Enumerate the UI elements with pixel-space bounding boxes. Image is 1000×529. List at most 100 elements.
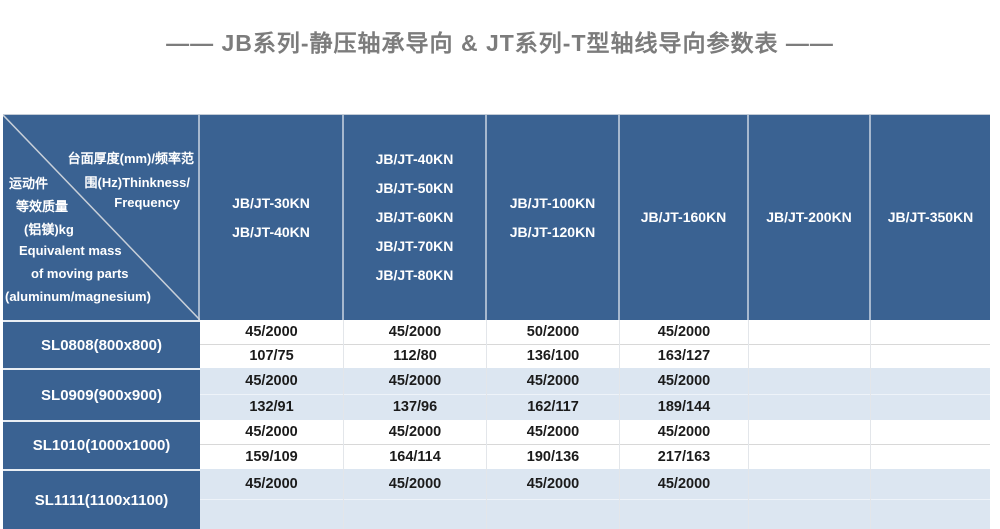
column-header-40-80kn: JB/JT-40KN JB/JT-50KN JB/JT-60KN JB/JT-7… (344, 115, 487, 320)
data-cell: 45/2000 (200, 469, 343, 500)
data-cell: 45/2000 (200, 320, 343, 345)
column-header-160kn: JB/JT-160KN (620, 115, 749, 320)
table-row-sl0909: SL0909(900x900) 45/2000 132/91 45/2000 1… (3, 368, 990, 420)
data-cell: 45/2000 (487, 368, 619, 395)
column-header-line: JB/JT-40KN (376, 145, 454, 174)
row-label: SL1111(1100x1100) (3, 469, 200, 529)
data-cell (749, 469, 870, 500)
column-header-line: JB/JT-40KN (232, 218, 310, 247)
corner-bottom-line: of moving parts (31, 266, 129, 281)
data-cell: 45/2000 (487, 420, 619, 445)
data-cell (487, 500, 619, 529)
data-cell: 45/2000 (200, 368, 343, 395)
data-cell: 190/136 (487, 445, 619, 469)
column-header-line: JB/JT-70KN (376, 232, 454, 261)
column-header-line: JB/JT-30KN (232, 189, 310, 218)
data-cell (620, 500, 748, 529)
data-cell: 159/109 (200, 445, 343, 469)
corner-bottom-line: Equivalent mass (19, 243, 122, 258)
data-column (871, 469, 990, 529)
data-column: 45/2000 189/144 (620, 368, 749, 420)
data-cell (749, 500, 870, 529)
data-cell: 50/2000 (487, 320, 619, 345)
column-header-line: JB/JT-120KN (510, 218, 596, 247)
data-cell (749, 320, 870, 345)
data-cell: 45/2000 (620, 368, 748, 395)
page-title: —— JB系列-静压轴承导向 & JT系列-T型轴线导向参数表 —— (0, 24, 1000, 58)
data-cell: 189/144 (620, 395, 748, 421)
corner-header-cell: 台面厚度(mm)/频率范 围(Hz)Thinkness/ Frequency 运… (3, 115, 200, 320)
corner-top-line: Frequency (114, 195, 180, 210)
data-cell: 164/114 (344, 445, 486, 469)
corner-left-line: 运动件 (9, 173, 48, 192)
data-cell: 162/117 (487, 395, 619, 421)
data-cell (200, 500, 343, 529)
data-column (871, 420, 990, 469)
corner-left-line: (铝镁)kg (24, 219, 74, 238)
column-header-line: JB/JT-50KN (376, 174, 454, 203)
table-row-sl1010: SL1010(1000x1000) 45/2000 159/109 45/200… (3, 420, 990, 469)
data-cell (871, 368, 990, 395)
data-column: 45/2000 112/80 (344, 320, 487, 368)
data-cell: 45/2000 (620, 420, 748, 445)
data-cell (344, 500, 486, 529)
data-cell: 107/75 (200, 345, 343, 369)
row-label: SL0909(900x900) (3, 368, 200, 420)
corner-top-line: 台面厚度(mm)/频率范 (68, 148, 194, 167)
data-column: 45/2000 132/91 (200, 368, 344, 420)
data-column (749, 320, 871, 368)
data-column: 45/2000 (344, 469, 487, 529)
data-cell (871, 420, 990, 445)
data-column (871, 368, 990, 420)
data-column (749, 469, 871, 529)
data-cell (871, 500, 990, 529)
column-header-line: JB/JT-350KN (888, 203, 974, 232)
data-cell: 137/96 (344, 395, 486, 421)
data-cell: 45/2000 (487, 469, 619, 500)
data-cell: 45/2000 (344, 320, 486, 345)
data-cell (749, 420, 870, 445)
data-cell: 217/163 (620, 445, 748, 469)
corner-left-line: 等效质量 (16, 196, 68, 215)
data-column: 45/2000 (487, 469, 620, 529)
data-cell (749, 345, 870, 369)
data-column: 45/2000 163/127 (620, 320, 749, 368)
data-cell: 45/2000 (200, 420, 343, 445)
data-cell (871, 320, 990, 345)
row-label: SL0808(800x800) (3, 320, 200, 368)
data-cell (871, 395, 990, 421)
data-column (871, 320, 990, 368)
data-cell (749, 395, 870, 421)
column-header-line: JB/JT-160KN (641, 203, 727, 232)
table-header-row: 台面厚度(mm)/频率范 围(Hz)Thinkness/ Frequency 运… (3, 114, 990, 320)
column-header-100-120kn: JB/JT-100KN JB/JT-120KN (487, 115, 620, 320)
data-column: 45/2000 137/96 (344, 368, 487, 420)
data-column: 45/2000 159/109 (200, 420, 344, 469)
column-header-line: JB/JT-60KN (376, 203, 454, 232)
data-column: 45/2000 164/114 (344, 420, 487, 469)
data-column: 50/2000 136/100 (487, 320, 620, 368)
data-column: 45/2000 (620, 469, 749, 529)
table-row-sl1111: SL1111(1100x1100) 45/2000 45/2000 45/200… (3, 469, 990, 529)
data-column: 45/2000 (200, 469, 344, 529)
column-header-line: JB/JT-100KN (510, 189, 596, 218)
data-cell: 163/127 (620, 345, 748, 369)
data-cell (871, 445, 990, 469)
data-cell: 45/2000 (344, 469, 486, 500)
data-column: 45/2000 217/163 (620, 420, 749, 469)
data-column (749, 368, 871, 420)
table-row-sl0808: SL0808(800x800) 45/2000 107/75 45/2000 1… (3, 320, 990, 368)
corner-bottom-line: (aluminum/magnesium) (5, 289, 151, 304)
data-cell (749, 368, 870, 395)
row-label: SL1010(1000x1000) (3, 420, 200, 469)
data-cell (871, 345, 990, 369)
column-header-200kn: JB/JT-200KN (749, 115, 871, 320)
data-cell: 45/2000 (620, 469, 748, 500)
data-cell: 45/2000 (620, 320, 748, 345)
data-cell: 45/2000 (344, 368, 486, 395)
data-cell (749, 445, 870, 469)
column-header-line: JB/JT-80KN (376, 261, 454, 290)
data-cell: 112/80 (344, 345, 486, 369)
column-header-350kn: JB/JT-350KN (871, 115, 990, 320)
data-column: 45/2000 190/136 (487, 420, 620, 469)
